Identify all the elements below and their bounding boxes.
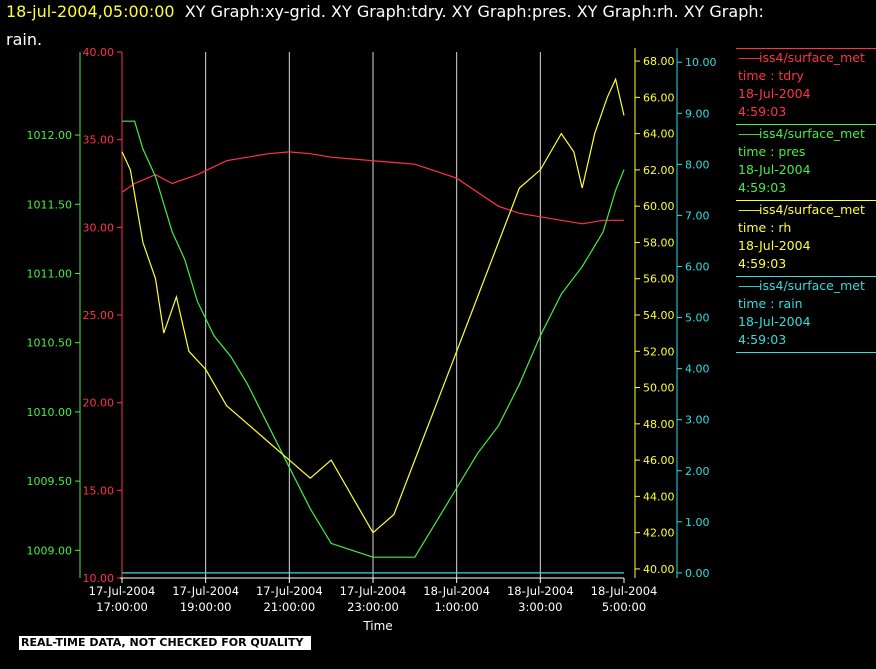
legend-label: time : rh [738,220,792,235]
x-axis-title: Time [362,619,392,633]
rh-axis-tick-label: 46.00 [643,454,675,467]
series-line-pres [122,120,625,558]
legend-date: 18-Jul-2004 [738,162,811,177]
pres-axis-tick-label: 1009.50 [27,475,73,488]
x-tick-label-time: 1:00:00 [434,600,478,614]
rh-axis-tick-label: 58.00 [643,236,675,249]
x-tick-label-time: 23:00:00 [347,600,399,614]
rain-axis-tick-label: 8.00 [685,158,710,171]
pres-axis-tick-label: 1012.00 [27,129,73,142]
rain-axis-tick-label: 10.00 [685,56,717,69]
legend-label: time : pres [738,144,806,159]
tdry-axis-tick-label: 10.00 [83,572,115,585]
graph-title-continued: rain. [6,30,43,49]
legend-source: iss4/surface_met [738,49,876,67]
rh-axis-tick-label: 62.00 [643,164,675,177]
rh-axis-tick-label: 68.00 [643,55,675,68]
rh-axis-tick-label: 60.00 [643,200,675,213]
rain-axis-tick-label: 3.00 [685,414,710,427]
rain-axis-tick-label: 9.00 [685,107,710,120]
rain-axis-tick-label: 1.00 [685,516,710,529]
rh-axis-tick-label: 48.00 [643,418,675,431]
x-tick-label-date: 17-Jul-2004 [340,584,407,598]
x-tick-label-date: 18-Jul-2004 [591,584,658,598]
rh-axis-tick-label: 54.00 [643,309,675,322]
legend-source: iss4/surface_met [738,201,876,219]
pres-axis-tick-label: 1009.00 [27,544,73,557]
legend-date: 18-Jul-2004 [738,86,811,101]
legend-source: iss4/surface_met [738,277,876,295]
pres-axis-tick-label: 1011.00 [27,267,73,280]
pres-axis-tick-label: 1011.50 [27,198,73,211]
rh-axis-tick-label: 66.00 [643,91,675,104]
x-tick-label-time: 19:00:00 [180,600,232,614]
tdry-axis-tick-label: 40.00 [83,46,115,59]
tdry-axis-tick-label: 20.00 [83,397,115,410]
x-tick-label-time: 3:00:00 [518,600,562,614]
legend-time: 4:59:03 [738,332,787,347]
tdry-axis-tick-label: 35.00 [83,134,115,147]
legend-label: time : tdry [738,68,804,83]
x-tick-label-date: 18-Jul-2004 [507,584,574,598]
rh-axis-tick-label: 50.00 [643,382,675,395]
rh-axis-tick-label: 44.00 [643,490,675,503]
legend-entry-tdry: iss4/surface_met time : tdry 18-Jul-2004… [736,48,876,124]
rain-axis-tick-label: 6.00 [685,260,710,273]
tdry-axis-tick-label: 25.00 [83,309,115,322]
pres-axis-tick-label: 1010.50 [27,337,73,350]
header-graphs: XY Graph:xy-grid. XY Graph:tdry. XY Grap… [184,2,764,21]
x-tick-label-date: 17-Jul-2004 [256,584,323,598]
series-line-tdry [121,151,624,225]
legend: iss4/surface_met time : tdry 18-Jul-2004… [736,48,876,353]
x-tick-label-date: 17-Jul-2004 [89,584,156,598]
legend-source: iss4/surface_met [738,125,876,143]
rh-axis-tick-label: 56.00 [643,273,675,286]
rain-axis-tick-label: 7.00 [685,209,710,222]
x-tick-label-time: 17:00:00 [96,600,148,614]
rh-axis-tick-label: 42.00 [643,527,675,540]
x-tick-label-date: 18-Jul-2004 [423,584,490,598]
tdry-axis-tick-label: 15.00 [83,484,115,497]
rh-axis-tick-label: 64.00 [643,128,675,141]
x-tick-label-time: 5:00:00 [602,600,646,614]
legend-label: time : rain [738,296,803,311]
legend-entry-rain: iss4/surface_met time : rain 18-Jul-2004… [736,276,876,353]
legend-date: 18-Jul-2004 [738,314,811,329]
rain-axis-tick-label: 2.00 [685,465,710,478]
tdry-axis-tick-label: 30.00 [83,221,115,234]
legend-time: 4:59:03 [738,180,787,195]
quality-warning-label: REAL-TIME DATA, NOT CHECKED FOR QUALITY [19,636,311,650]
legend-time: 4:59:03 [738,256,787,271]
rh-axis-tick-label: 40.00 [643,563,675,576]
rain-axis-tick-label: 0.00 [685,567,710,580]
rain-axis-tick-label: 5.00 [685,312,710,325]
legend-entry-rh: iss4/surface_met time : rh 18-Jul-2004 4… [736,200,876,276]
legend-entry-pres: iss4/surface_met time : pres 18-Jul-2004… [736,124,876,200]
legend-date: 18-Jul-2004 [738,238,811,253]
x-tick-label-time: 21:00:00 [264,600,316,614]
header-datetime: 18-jul-2004,05:00:00 [6,2,175,21]
pres-axis-tick-label: 1010.00 [27,406,73,419]
rh-axis-tick-label: 52.00 [643,345,675,358]
series-line-rh [121,77,625,534]
legend-time: 4:59:03 [738,104,787,119]
graph-title: 18-jul-2004,05:00:00 XY Graph:xy-grid. X… [6,2,764,21]
x-tick-label-date: 17-Jul-2004 [172,584,239,598]
rain-axis-tick-label: 4.00 [685,363,710,376]
